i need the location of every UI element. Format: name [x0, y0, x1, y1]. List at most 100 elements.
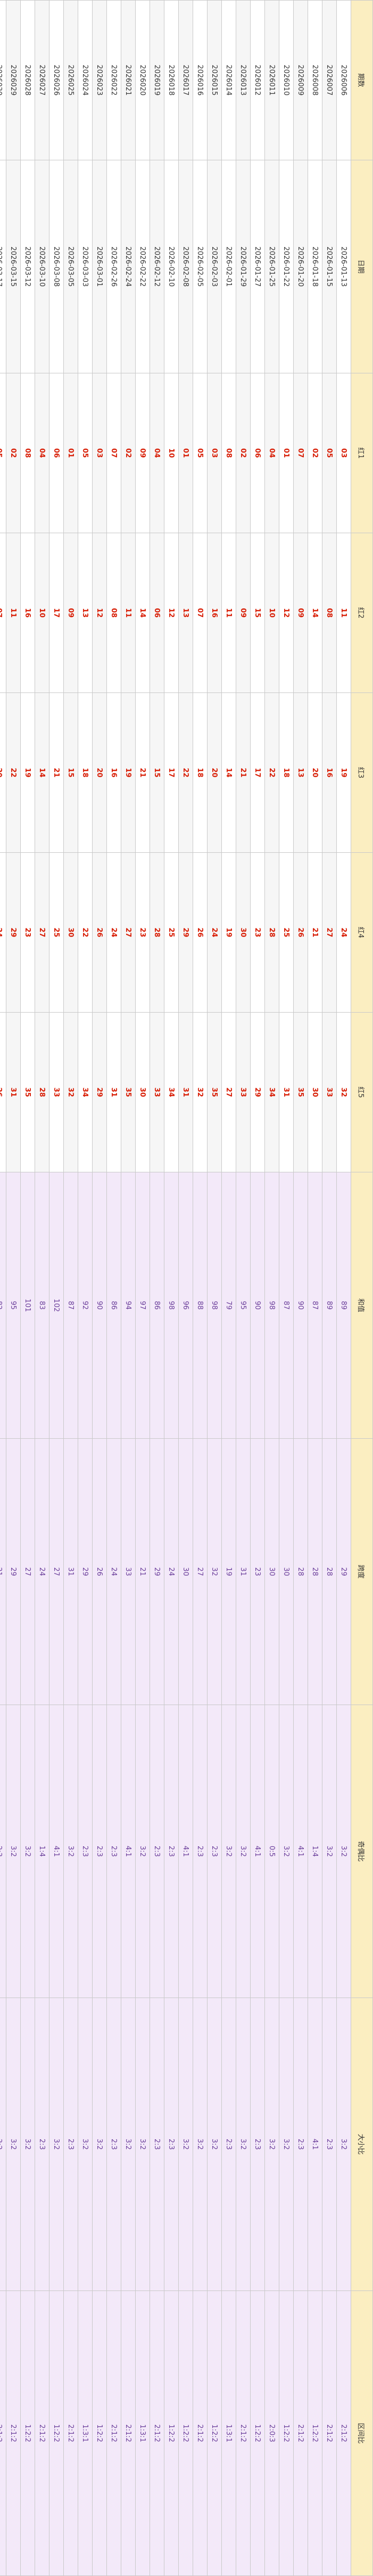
table-cell: 11 — [336, 533, 351, 693]
table-cell: 98 — [264, 1172, 279, 1439]
table-cell: 2026-01-22 — [279, 160, 294, 373]
table-cell: 31 — [178, 1012, 193, 1172]
table-cell: 33 — [150, 1012, 164, 1172]
table-row: 2026017 2026-02-08 01 13 22 29 31 96 30 4:1 3:2 1:2… — [178, 0, 193, 2576]
table-cell: 24 — [336, 852, 351, 1013]
table-cell: 33 — [49, 1012, 64, 1172]
table-cell: 05 — [193, 373, 208, 533]
table-cell: 27 — [35, 852, 49, 1013]
table-row: 2026027 2026-03-10 04 10 14 27 28 83 24 1:4 2:3 2:1… — [35, 0, 49, 2576]
table-cell: 08 — [322, 533, 337, 693]
table-cell: 2:3 — [164, 1998, 179, 2291]
table-cell: 1:2:2 — [250, 2290, 265, 2576]
table-cell: 28 — [322, 1438, 337, 1705]
table-row: 2026014 2026-02-01 08 11 14 19 27 79 19 3:2 2:3 1:3… — [221, 0, 236, 2576]
table-cell: 2026023 — [92, 0, 107, 160]
table-cell: 2026020 — [135, 0, 150, 160]
table-cell: 35 — [20, 1012, 35, 1172]
header-cell: 奇偶比 — [351, 1705, 373, 1998]
table-cell: 29 — [6, 1438, 21, 1705]
table-cell: 2026026 — [49, 0, 64, 160]
table-cell: 2026-02-03 — [207, 160, 222, 373]
table-cell: 02 — [236, 373, 251, 533]
table-cell: 3:2 — [20, 1705, 35, 1998]
table-cell: 18 — [78, 692, 93, 853]
table-cell: 83 — [35, 1172, 49, 1439]
table-row: 2026029 2026-03-15 02 11 22 29 31 95 29 3:2 3:2 2:1… — [6, 0, 21, 2576]
table-cell: 2026-01-29 — [236, 160, 251, 373]
table-cell: 16 — [20, 533, 35, 693]
table-cell: 1:2:2 — [20, 2290, 35, 2576]
table-cell: 14 — [35, 692, 49, 853]
table-cell: 86 — [106, 1172, 121, 1439]
table-cell: 3:2 — [279, 1705, 294, 1998]
table-row: 2026015 2026-02-03 03 16 20 24 35 98 32 2:3 3:2 1:2… — [207, 0, 222, 2576]
table-cell: 29 — [78, 1438, 93, 1705]
table-cell: 89 — [336, 1172, 351, 1439]
table-cell: 2026-03-15 — [6, 160, 21, 373]
table-cell: 2026013 — [236, 0, 251, 160]
table-cell: 1:2:2 — [92, 2290, 107, 2576]
table-cell: 15 — [63, 692, 78, 853]
table-cell: 90 — [250, 1172, 265, 1439]
table-row: 2026028 2026-03-12 08 16 19 23 35 101 27 3:2 3:2 1:… — [20, 0, 35, 2576]
table-cell: 01 — [178, 373, 193, 533]
table-cell: 17 — [164, 692, 179, 853]
table-cell: 18 — [279, 692, 294, 853]
table-cell: 3:2 — [221, 1705, 236, 1998]
table-cell: 10 — [35, 533, 49, 693]
table-cell: 2026016 — [193, 0, 208, 160]
table-cell: 2026010 — [279, 0, 294, 160]
table-cell: 28 — [264, 852, 279, 1013]
table-cell: 32 — [63, 1012, 78, 1172]
table-cell: 2026-02-12 — [150, 160, 164, 373]
table-cell: 2:3 — [293, 1998, 308, 2291]
table-row: 2026006 2026-01-13 03 11 19 24 32 89 29 3:2 3:2 2:1… — [336, 0, 351, 2576]
table-cell: 3:2 — [279, 1998, 294, 2291]
table-cell: 96 — [178, 1172, 193, 1439]
table-cell: 31 — [236, 1438, 251, 1705]
table-row: 2026025 2026-03-05 01 09 15 30 32 87 31 3:2 2:3 2:1… — [63, 0, 78, 2576]
table-cell: 27 — [121, 852, 136, 1013]
table-cell: 2026-03-01 — [92, 160, 107, 373]
table-cell: 32 — [193, 1012, 208, 1172]
table-cell: 08 — [20, 373, 35, 533]
table-cell: 2026009 — [293, 0, 308, 160]
table-cell: 3:2 — [6, 1705, 21, 1998]
table-cell: 2026008 — [308, 0, 322, 160]
table-cell: 34 — [264, 1012, 279, 1172]
table-cell: 2:1:2 — [193, 2290, 208, 2576]
table-cell: 1:2:2 — [178, 2290, 193, 2576]
table-cell: 2026-02-01 — [221, 160, 236, 373]
table-cell: 24 — [164, 1438, 179, 1705]
table-cell: 2026007 — [322, 0, 337, 160]
table-cell: 2:3 — [164, 1705, 179, 1998]
table-row: 2026007 2026-01-15 05 08 16 27 33 89 28 3:2 2:3 2:1… — [322, 0, 337, 2576]
table-cell: 2:1:2 — [63, 2290, 78, 2576]
table-cell: 22 — [264, 692, 279, 853]
table-cell: 24 — [106, 1438, 121, 1705]
table-cell: 3:2 — [0, 1998, 6, 2291]
table-cell: 101 — [20, 1172, 35, 1439]
table-cell: 3:2 — [63, 1705, 78, 1998]
table-cell: 23 — [20, 852, 35, 1013]
table-cell: 06 — [49, 373, 64, 533]
table-cell: 27 — [20, 1438, 35, 1705]
table-cell: 32 — [207, 1438, 222, 1705]
table-cell: 15 — [150, 692, 164, 853]
table-cell: 2026011 — [264, 0, 279, 160]
table-cell: 90 — [92, 1172, 107, 1439]
table-cell: 18 — [193, 692, 208, 853]
table-cell: 2026015 — [207, 0, 222, 160]
table-cell: 2:3 — [92, 1705, 107, 1998]
table-cell: 10 — [264, 533, 279, 693]
table-cell: 21 — [236, 692, 251, 853]
table-cell: 2026-01-25 — [264, 160, 279, 373]
table-cell: 4:1 — [49, 1705, 64, 1998]
table-cell: 09 — [135, 373, 150, 533]
table-cell: 2:3 — [63, 1998, 78, 2291]
table-cell: 33 — [121, 1438, 136, 1705]
table-cell: 09 — [236, 533, 251, 693]
table-cell: 07 — [0, 533, 6, 693]
